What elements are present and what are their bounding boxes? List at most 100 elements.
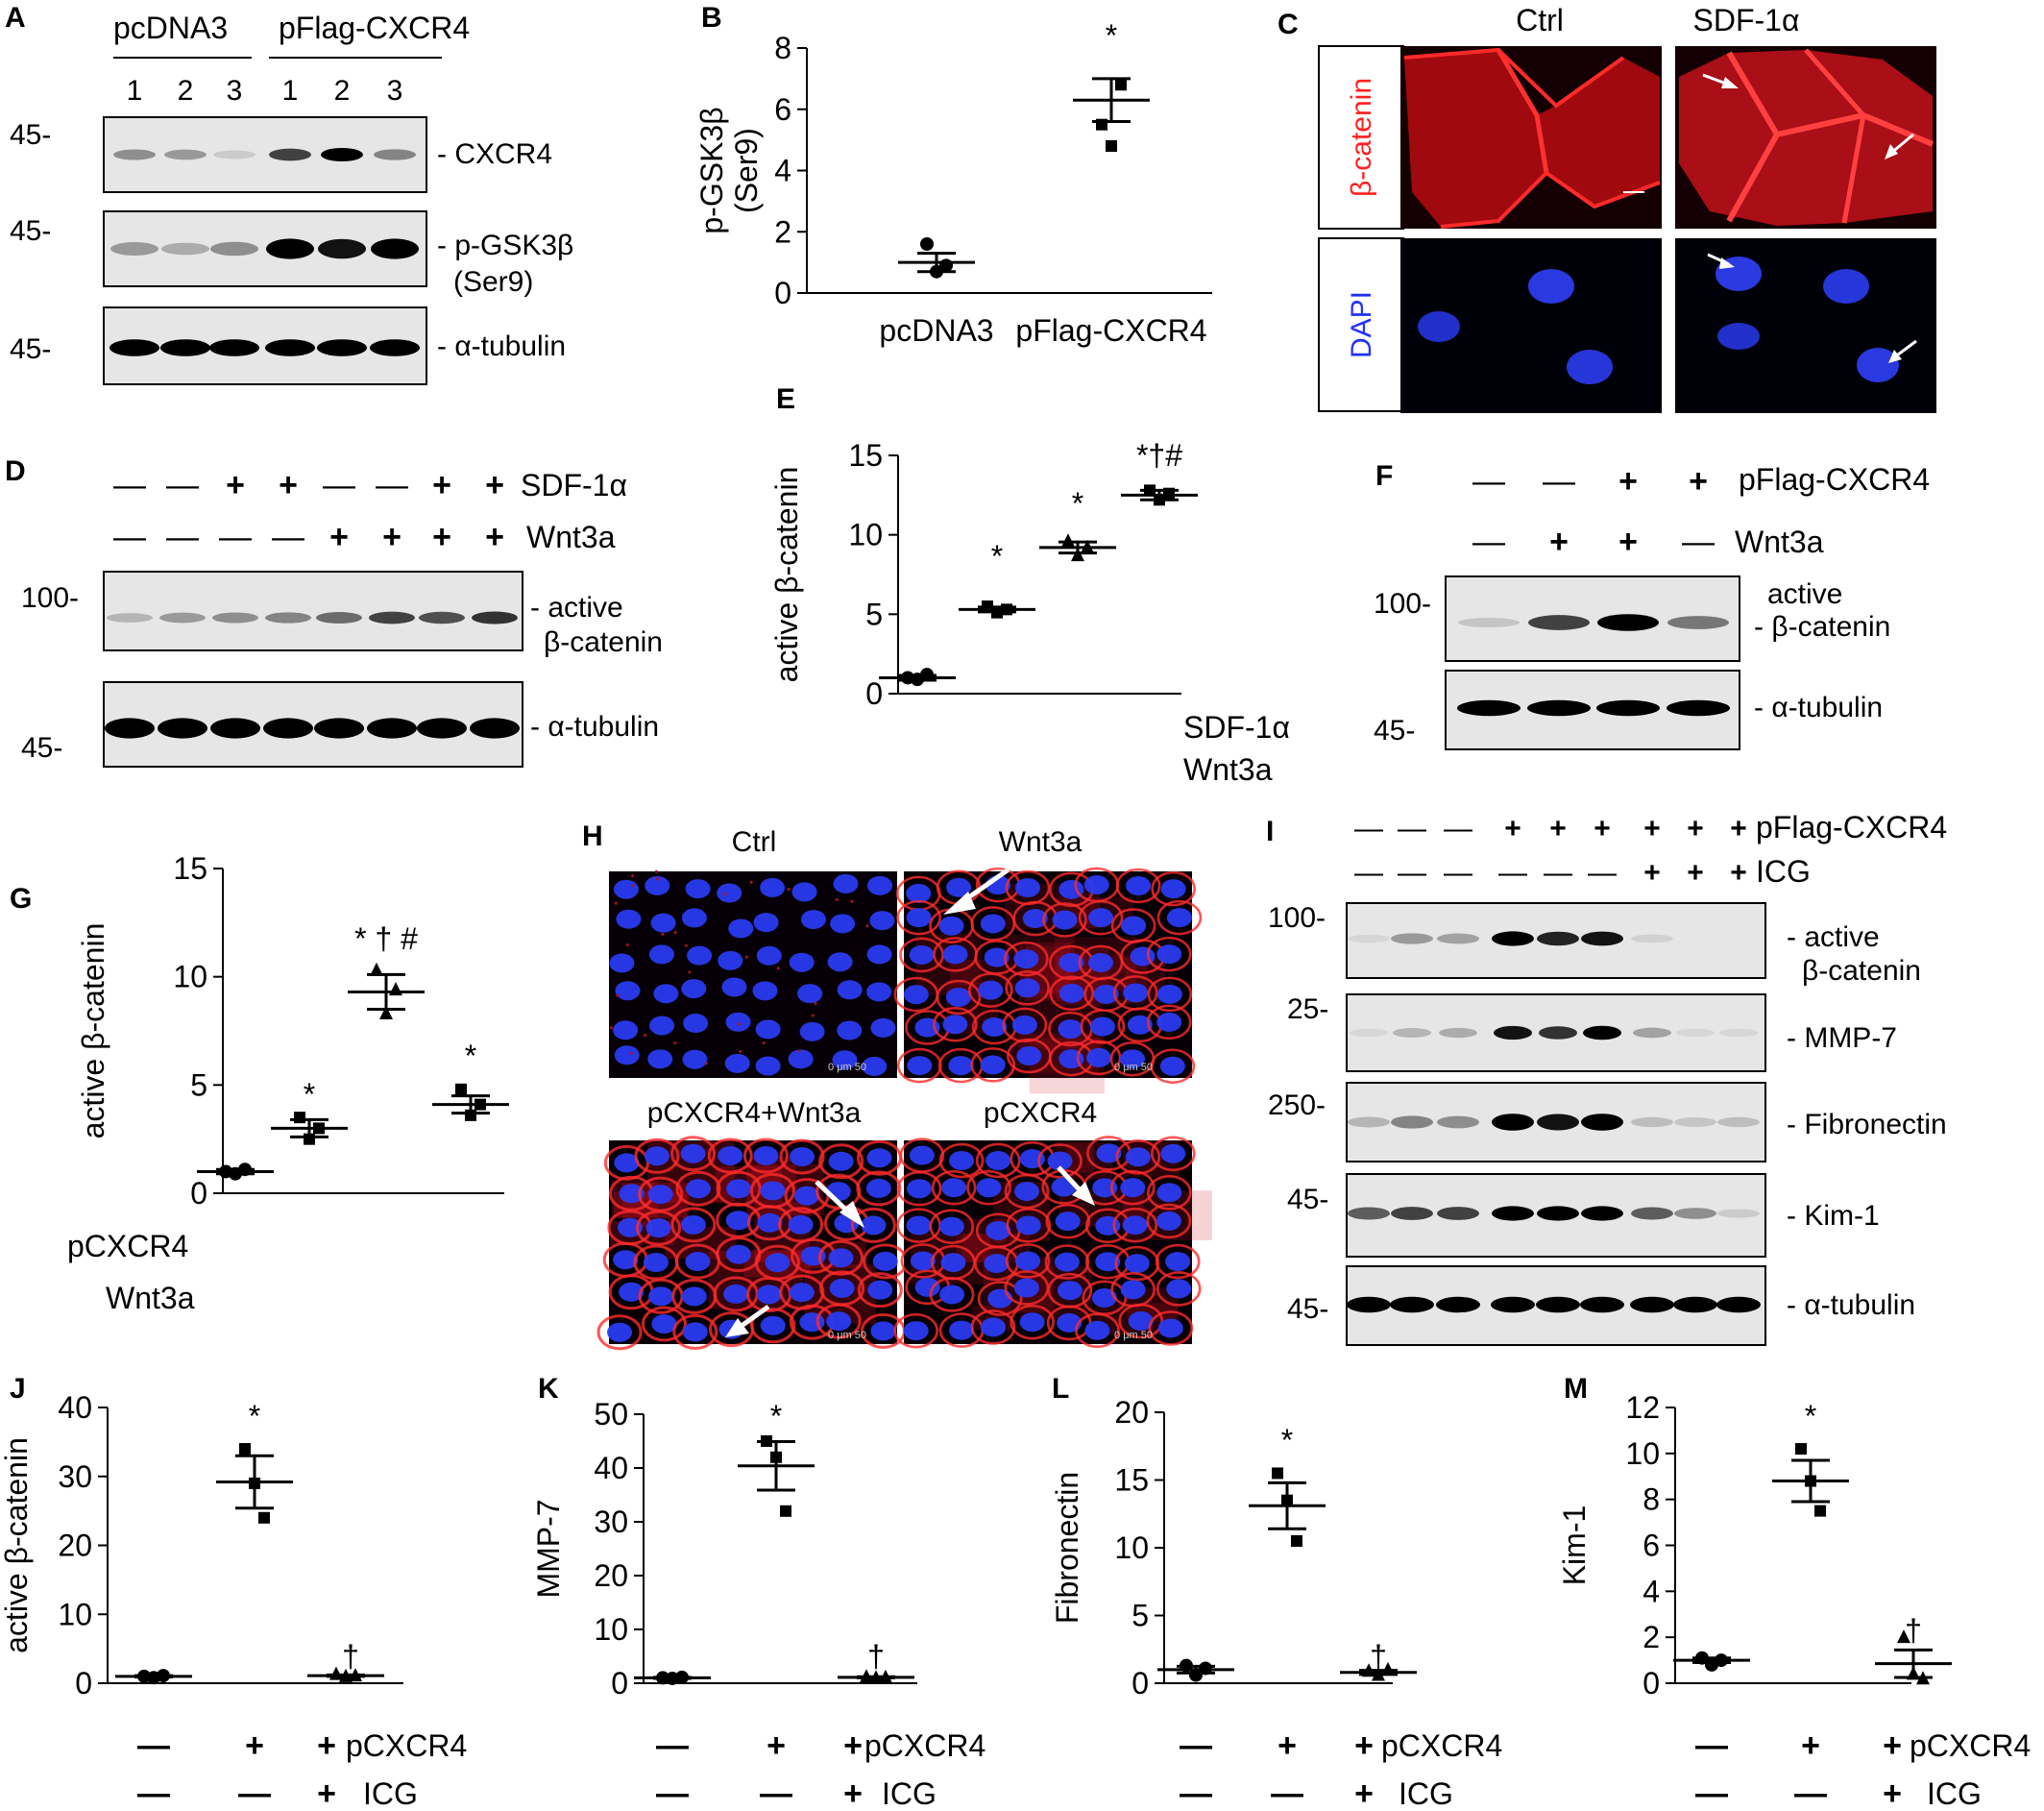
minus-sign: — — [1398, 857, 1426, 889]
nucleus — [721, 977, 747, 997]
blot-band — [417, 718, 467, 739]
nucleus — [794, 1186, 820, 1206]
nucleus — [1057, 1281, 1083, 1301]
cell-membrane — [603, 1144, 649, 1181]
nucleus — [830, 914, 856, 934]
minus-sign: — — [1472, 463, 1505, 500]
chart-k: 0 10 20 30 40 50 MMP-7 — [531, 1397, 917, 1701]
scale-bar-label: 0 μm 50 — [1114, 1330, 1153, 1341]
mw-marker: 45- — [10, 215, 51, 247]
blot-band — [1667, 616, 1729, 629]
cell-membrane — [1075, 1312, 1120, 1349]
nucleus — [614, 1153, 640, 1173]
plus-sign: + — [382, 519, 402, 555]
data-point — [329, 1666, 343, 1680]
y-axis-label: MMP-7 — [531, 1499, 566, 1598]
blot-band — [1491, 1296, 1535, 1313]
nucleus — [680, 1214, 706, 1235]
plus-sign: + — [1618, 524, 1638, 560]
cell-membrane — [1114, 1245, 1160, 1282]
nucleus — [1166, 908, 1192, 928]
significance-star: † — [867, 1639, 885, 1674]
blot-band — [1390, 1296, 1434, 1313]
nucleus — [799, 1021, 825, 1041]
panel-a: A pcDNA3 pFlag-CXCR4 1 2 3 1 2 3 45- 45-… — [5, 2, 573, 385]
nucleus — [980, 914, 1006, 934]
plus-sign: + — [329, 519, 349, 555]
nucleus — [728, 918, 754, 939]
band-label: - α-tubulin — [530, 711, 659, 743]
cell-membrane — [1076, 1040, 1122, 1076]
nucleus — [984, 1254, 1010, 1274]
significance-star: * — [770, 1399, 782, 1433]
plus-sign: + — [1801, 1727, 1820, 1764]
nucleus — [1092, 1178, 1118, 1198]
nucleus — [726, 1179, 752, 1199]
nucleus — [942, 1015, 968, 1035]
significance-star: * — [1281, 1423, 1293, 1457]
nucleus — [725, 1211, 751, 1231]
blot-band — [1391, 933, 1433, 944]
stain-dot — [631, 874, 635, 878]
cell-membrane — [1150, 1048, 1196, 1085]
minus-sign: — — [272, 519, 304, 555]
blot-band — [370, 339, 420, 356]
nucleus — [616, 909, 642, 929]
y-axis-label: Kim-1 — [1557, 1505, 1592, 1586]
data-point — [1106, 140, 1117, 152]
panel-h-title: Ctrl — [732, 826, 777, 858]
y-tick-label: 40 — [58, 1390, 92, 1425]
panel-m-label: M — [1564, 1373, 1588, 1405]
significance-star: † — [1370, 1639, 1387, 1674]
blot-band — [113, 149, 156, 160]
panel-h-title: pCXCR4+Wnt3a — [647, 1097, 862, 1129]
cell-membrane — [929, 1277, 975, 1312]
nucleus — [756, 1285, 782, 1305]
y-axis-label: active β-catenin — [769, 467, 804, 683]
panel-h: H Ctrl Wnt3a pCXCR4+Wnt3a pCXCR4 0 μm 50… — [582, 820, 1212, 1351]
plus-sign: + — [1643, 813, 1661, 844]
band-label: β-catenin — [1802, 955, 1921, 987]
y-tick-label: 10 — [58, 1597, 92, 1631]
treatment-label-cxcr4: pFlag-CXCR4 — [1756, 810, 1947, 844]
y-axis-label: active β-catenin — [76, 923, 110, 1139]
blot-band — [1580, 1296, 1624, 1313]
blot-band — [213, 150, 256, 159]
minus-sign: — — [1682, 524, 1715, 560]
treatment-label-icg: ICG — [1927, 1776, 1982, 1811]
minus-sign: — — [656, 1775, 689, 1811]
stain-dot — [684, 943, 688, 947]
significance-star: *†# — [1136, 438, 1182, 473]
arrow-head — [1072, 1182, 1095, 1206]
chart-b: 0 2 4 6 8 p-GSK3β (Ser9) pcDNA3 pFlag-CXCR4 — [694, 31, 1212, 348]
bands-d — [105, 611, 520, 739]
minus-sign: — — [1444, 857, 1472, 889]
nucleus — [645, 1218, 671, 1238]
cell-membrane — [896, 1170, 942, 1207]
cell-membrane — [1156, 1271, 1202, 1307]
cell-membrane — [1150, 1136, 1196, 1172]
blot-band — [472, 611, 518, 624]
panel-b-label: B — [701, 2, 722, 34]
stain-dot — [673, 1041, 677, 1045]
blot-band — [269, 148, 311, 161]
stain-dot — [723, 892, 727, 895]
nucleus — [1055, 1211, 1081, 1232]
nucleus — [941, 1178, 967, 1198]
blot-band — [1391, 1115, 1433, 1129]
plus-sign: + — [1549, 524, 1569, 560]
cell-membrane — [899, 937, 944, 973]
treatment-label-cxcr4: pCXCR4 — [1910, 1728, 2031, 1763]
minus-sign: — — [1544, 857, 1572, 889]
nucleus — [614, 1045, 640, 1065]
stain-dot — [654, 869, 658, 873]
blot-band — [1528, 615, 1590, 630]
blot-band — [1717, 1209, 1760, 1218]
nucleus — [907, 1179, 933, 1199]
y-tick-label: 6 — [774, 92, 791, 127]
cell-membrane — [634, 1138, 680, 1174]
data-point — [239, 1443, 251, 1456]
plus-sign: + — [1689, 463, 1708, 500]
nucleus — [724, 1053, 750, 1073]
blot-band — [374, 149, 416, 160]
